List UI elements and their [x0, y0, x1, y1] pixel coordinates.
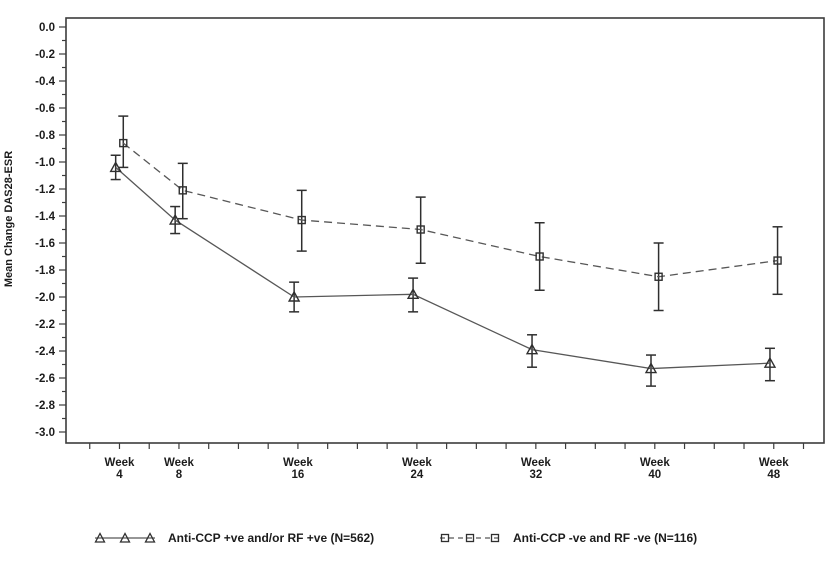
x-tick-label-number: 4	[116, 469, 123, 481]
square-marker-icon	[535, 252, 544, 261]
square-marker-icon	[465, 533, 475, 543]
x-tick-label-number: 8	[176, 469, 183, 481]
series-line-square	[122, 142, 778, 278]
x-tick-label-week: Week	[283, 457, 313, 469]
x-tick-label-number: 32	[529, 469, 542, 481]
x-tick-label-number: 48	[767, 469, 780, 481]
triangle-marker-icon	[109, 160, 122, 173]
y-tick-label: -2.8	[35, 400, 55, 412]
square-marker-icon	[654, 272, 663, 281]
triangle-marker-icon	[763, 356, 777, 368]
x-tick-label-week: Week	[164, 457, 194, 469]
legend: Anti-CCP +ve and/or RF +ve (N=562) Anti-…	[0, 527, 839, 553]
y-tick-label: -0.2	[35, 49, 55, 61]
triangle-solid-line-icon	[94, 532, 156, 543]
y-tick-label: -1.2	[35, 184, 55, 196]
triangle-marker-icon	[644, 362, 658, 374]
legend-entry-ccp-negative: Anti-CCP -ve and RF -ve (N=116)	[438, 527, 697, 549]
series-line-triangle	[115, 166, 770, 370]
y-tick-label: 0.0	[39, 22, 55, 34]
y-tick-label: -2.6	[35, 373, 55, 385]
y-tick-label: -3.0	[35, 427, 55, 439]
square-marker-icon	[178, 186, 187, 195]
triangle-marker-icon	[287, 290, 301, 302]
x-tick-label-week: Week	[640, 457, 670, 469]
triangle-marker-icon	[119, 532, 131, 543]
y-tick-label: -2.2	[35, 319, 55, 331]
legend-label: Anti-CCP +ve and/or RF +ve (N=562)	[168, 531, 375, 545]
x-tick-label-week: Week	[402, 457, 432, 469]
triangle-marker-icon	[406, 287, 420, 299]
x-tick-label-number: 24	[410, 469, 423, 481]
y-tick-label: -0.4	[35, 76, 55, 88]
y-tick-label: -2.4	[35, 346, 55, 358]
y-tick-label: -1.4	[35, 211, 55, 223]
legend-label: Anti-CCP -ve and RF -ve (N=116)	[513, 531, 698, 545]
square-marker-icon	[440, 533, 450, 543]
square-marker-icon	[773, 256, 782, 265]
y-tick-label: -2.0	[35, 292, 55, 304]
x-tick-label-number: 16	[292, 469, 305, 481]
triangle-marker-icon	[168, 213, 182, 225]
plot-frame	[65, 17, 825, 444]
square-marker-icon	[490, 533, 500, 543]
triangle-marker-icon	[144, 532, 156, 543]
x-tick-label-week: Week	[105, 457, 135, 469]
y-tick-label: -1.8	[35, 265, 55, 277]
y-tick-label: -1.0	[35, 157, 55, 169]
x-tick-label-week: Week	[759, 457, 789, 469]
plot-area: 0.0 -0.2 -0.4 -0.6 -0.8 -1.0 -1.2 -1.4 -1.6 -1.8 -…	[35, 17, 825, 481]
square-marker-icon	[416, 225, 425, 234]
triangle-marker-icon	[525, 343, 539, 355]
triangle-marker-icon	[94, 532, 106, 543]
y-tick-label: -0.6	[35, 103, 55, 115]
square-marker-icon	[297, 215, 306, 225]
x-tick-label-week: Week	[521, 457, 551, 469]
legend-entry-ccp-positive: Anti-CCP +ve and/or RF +ve (N=562)	[93, 527, 374, 549]
x-tick-label-number: 40	[648, 469, 661, 481]
square-marker-icon	[119, 138, 128, 148]
square-dashed-line-icon	[440, 533, 500, 543]
y-tick-label: -1.6	[35, 238, 55, 250]
y-tick-label: -0.8	[35, 130, 55, 142]
